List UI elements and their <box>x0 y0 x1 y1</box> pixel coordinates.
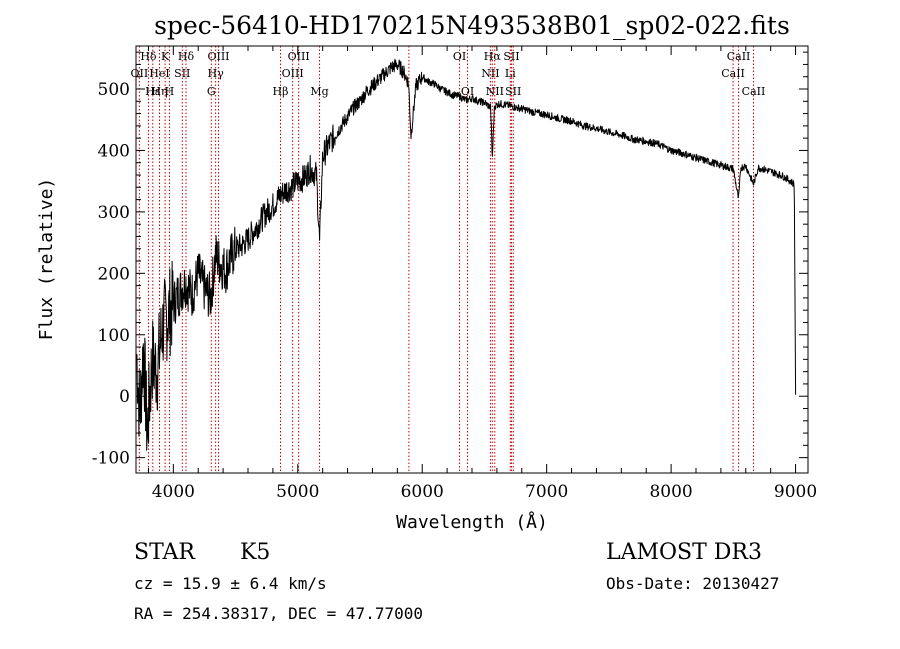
x-axis-label: Wavelength (Å) <box>396 511 548 533</box>
line-marker-label: SII <box>505 85 521 98</box>
x-tick-label: 5000 <box>276 482 319 502</box>
line-marker-label: OI <box>461 85 474 98</box>
y-axis: -100 0 100 200 300 400 500 <box>92 51 808 469</box>
line-marker-label: NII <box>481 67 499 80</box>
y-tick-label: 400 <box>98 141 130 161</box>
x-axis: 4000 5000 6000 7000 8000 9000 <box>147 46 817 502</box>
line-marker-label: CaII <box>742 85 766 98</box>
line-marker-label: Hη <box>151 85 167 98</box>
line-marker-label: Hε <box>145 85 161 98</box>
x-tick-label: 6000 <box>401 482 444 502</box>
line-marker-label: OIII <box>207 50 229 63</box>
line-marker-label: Mg <box>310 85 328 98</box>
spectrum-line <box>136 58 797 451</box>
line-marker-label: Hδ <box>178 50 195 63</box>
y-tick-label: 0 <box>119 387 130 407</box>
line-marker-label: H <box>165 85 175 98</box>
line-marker-label: SII <box>503 50 519 63</box>
line-marker-label: G <box>207 85 216 98</box>
line-marker-label: Hα <box>484 50 502 63</box>
redshift-velocity: cz = 15.9 ± 6.4 km/s <box>134 574 327 593</box>
line-marker-label: HeI <box>149 67 169 80</box>
ra-dec-coordinates: RA = 254.38317, DEC = 47.77000 <box>134 604 423 623</box>
line-marker-label: OIII <box>282 67 304 80</box>
y-tick-label: 100 <box>98 326 130 346</box>
y-tick-label: 500 <box>98 80 130 100</box>
line-marker-label: Hδ <box>140 50 157 63</box>
chart-title: spec-56410-HD170215N493538B01_sp02-022.f… <box>154 11 790 40</box>
y-axis-label: Flux (relative) <box>36 178 57 341</box>
line-marker-label: NII <box>486 85 504 98</box>
x-tick-label: 4000 <box>152 482 195 502</box>
line-marker-label: OIII <box>288 50 310 63</box>
line-marker-label: Li <box>505 67 516 80</box>
y-tick-label: -100 <box>92 449 130 469</box>
line-marker-label: CaII <box>721 67 745 80</box>
y-tick-label: 300 <box>98 203 130 223</box>
line-marker-label: CaII <box>727 50 751 63</box>
survey-label: LAMOST DR3 <box>606 540 762 565</box>
line-marker-label: K <box>161 50 170 63</box>
line-marker-label: OII <box>131 67 149 80</box>
x-tick-label: 7000 <box>525 482 568 502</box>
x-tick-label: 9000 <box>774 482 817 502</box>
line-marker-label: Hβ <box>273 85 289 98</box>
plot-frame <box>135 45 809 474</box>
observation-date: Obs-Date: 20130427 <box>606 574 780 593</box>
object-subclass: K5 <box>240 540 271 565</box>
line-marker-label: SII <box>174 67 190 80</box>
object-class: STAR <box>134 540 195 565</box>
line-marker-label: Hγ <box>208 67 225 80</box>
line-marker-label: OI <box>453 50 466 63</box>
x-tick-label: 8000 <box>649 482 692 502</box>
y-tick-label: 200 <box>98 264 130 284</box>
line-marker-labels: Hδ OII Hε K Hη HeI H Hδ SII OIII Hγ G Hβ OIII OIII Mg OI… <box>131 50 766 98</box>
